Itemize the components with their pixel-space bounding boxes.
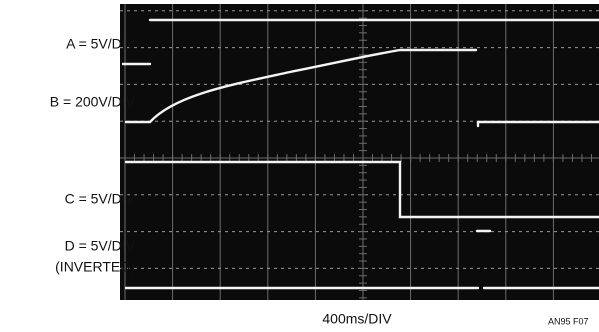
figure-id: AN95 F07 — [548, 316, 589, 326]
scope-screen — [120, 4, 599, 300]
time-base: 400ms/DIV — [322, 311, 392, 327]
channel-b-label: B = 200V/DIV — [50, 94, 136, 110]
channel-a-label: A = 5V/DIV — [66, 36, 136, 52]
page: A = 5V/DIV B = 200V/DIV C = 5V/DIV D = 5… — [0, 0, 599, 332]
channel-c-label: C = 5V/DIV — [65, 191, 136, 207]
channel-d-label: D = 5V/DIV — [65, 238, 136, 254]
scope-figure: A = 5V/DIV B = 200V/DIV C = 5V/DIV D = 5… — [0, 0, 599, 332]
channel-d-note: (INVERTED) — [55, 259, 135, 275]
